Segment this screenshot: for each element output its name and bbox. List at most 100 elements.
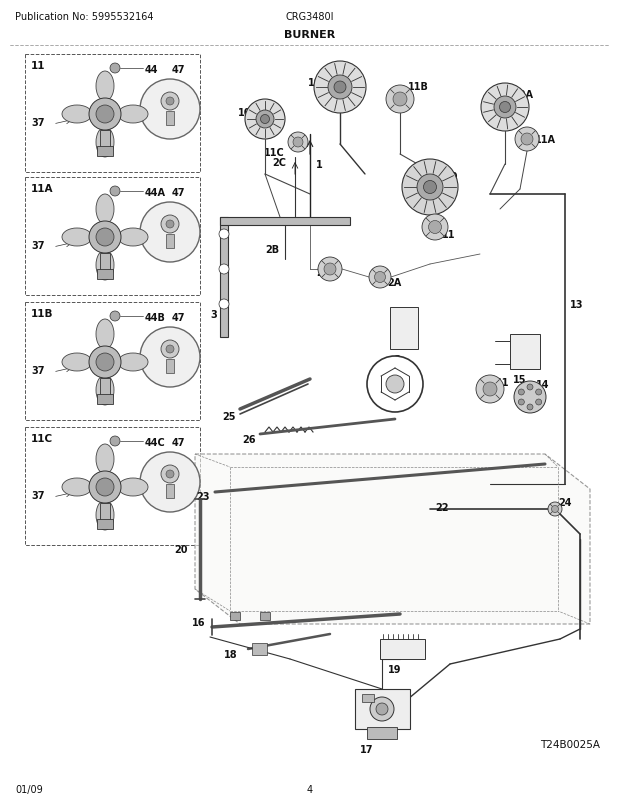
Circle shape [166,346,174,354]
Ellipse shape [96,195,114,225]
Text: 13: 13 [570,300,583,310]
Text: 4: 4 [307,784,313,794]
Text: 10A: 10A [513,90,534,100]
Circle shape [369,267,391,289]
Circle shape [96,354,114,371]
Text: 21: 21 [406,370,420,379]
Bar [166,359,174,374]
Circle shape [140,203,200,263]
Circle shape [293,138,303,148]
Text: 19: 19 [388,664,402,674]
Circle shape [89,221,121,253]
Circle shape [483,383,497,396]
Circle shape [515,128,539,152]
Text: 11B: 11B [31,309,53,318]
Text: 25: 25 [222,411,236,422]
Bar [97,395,113,404]
Bar [252,643,267,655]
Circle shape [428,221,441,234]
Ellipse shape [62,479,92,496]
Circle shape [140,452,200,512]
Bar [220,217,228,338]
Ellipse shape [62,106,92,124]
Bar [367,727,397,739]
Polygon shape [195,455,590,624]
Text: 14: 14 [536,379,549,390]
Circle shape [260,115,270,124]
Text: 8: 8 [393,354,400,365]
Circle shape [89,346,121,379]
Text: 2: 2 [316,268,323,277]
Text: 2B: 2B [265,245,279,255]
Text: 11C: 11C [264,148,285,158]
Text: 47: 47 [172,437,185,448]
FancyBboxPatch shape [25,178,200,296]
Circle shape [552,506,559,512]
Text: 10B: 10B [308,78,329,88]
Text: 16: 16 [192,618,205,627]
Circle shape [374,272,386,283]
FancyBboxPatch shape [25,302,200,420]
Circle shape [96,479,114,496]
Text: 1: 1 [316,160,323,170]
Circle shape [256,111,274,129]
Text: T24B0025A: T24B0025A [540,739,600,749]
Text: 2A: 2A [387,277,401,288]
Text: BURNER: BURNER [285,30,335,40]
Circle shape [110,312,120,322]
Text: 37: 37 [31,490,45,500]
Ellipse shape [96,500,114,530]
Text: 10: 10 [445,172,459,182]
Circle shape [245,100,285,140]
Bar [100,504,110,521]
Bar [97,147,113,157]
Circle shape [288,133,308,153]
Text: 17: 17 [360,744,373,754]
Text: 24: 24 [558,497,572,508]
Text: 11: 11 [496,378,510,387]
Circle shape [110,436,120,447]
Circle shape [161,93,179,111]
Bar [166,111,174,126]
FancyBboxPatch shape [25,55,200,172]
Bar [220,217,350,225]
Bar [97,269,113,280]
Circle shape [500,103,510,113]
Bar [260,612,270,620]
Circle shape [96,106,114,124]
Bar [166,484,174,498]
Circle shape [370,697,394,721]
Bar [230,612,240,620]
Bar [166,235,174,249]
Text: 2C: 2C [272,158,286,168]
Text: 37: 37 [31,366,45,375]
Text: 44: 44 [145,65,159,75]
Bar [100,131,110,149]
Circle shape [166,471,174,479]
Circle shape [527,384,533,391]
Text: 26: 26 [242,435,255,444]
Text: 47: 47 [172,188,185,198]
Circle shape [140,327,200,387]
Text: 44B: 44B [145,313,166,322]
Bar [100,379,110,396]
Circle shape [328,76,352,100]
Text: 3: 3 [210,310,217,320]
Circle shape [417,175,443,200]
Ellipse shape [96,251,114,281]
Circle shape [314,62,366,114]
Ellipse shape [96,72,114,102]
Bar [510,334,540,370]
Ellipse shape [96,444,114,475]
Text: 10C: 10C [238,107,259,118]
Circle shape [219,300,229,310]
Circle shape [89,472,121,504]
Circle shape [518,399,525,406]
Circle shape [476,375,504,403]
Bar [97,520,113,529]
Circle shape [536,399,542,406]
Circle shape [514,382,546,414]
FancyBboxPatch shape [25,427,200,545]
Ellipse shape [118,106,148,124]
Bar [362,695,374,702]
